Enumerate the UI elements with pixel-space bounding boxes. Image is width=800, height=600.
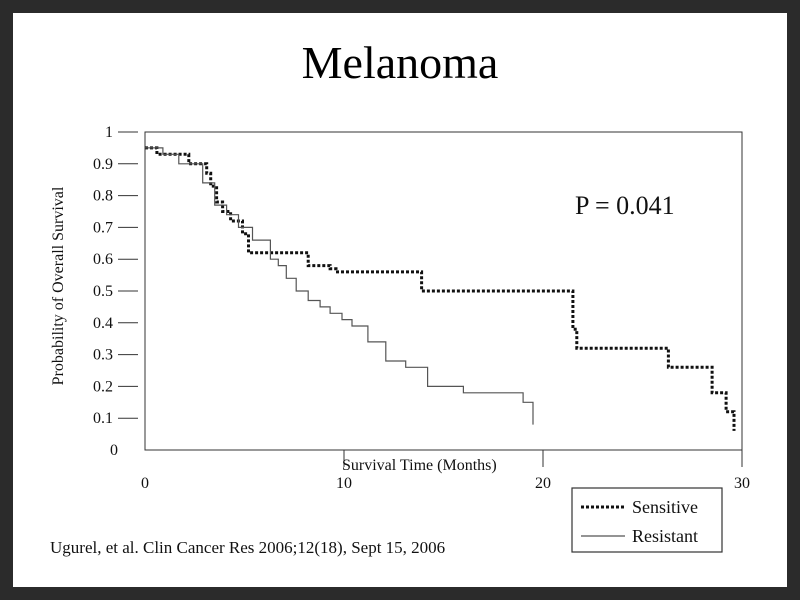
legend-box	[571, 487, 723, 553]
legend-label-sensitive: Sensitive	[632, 497, 698, 517]
y-tick-label: 0.3	[93, 347, 113, 364]
y-tick-label: 0.7	[93, 219, 113, 236]
y-tick-label: 0.6	[93, 251, 113, 268]
y-tick-label: 1	[105, 124, 113, 141]
y-tick-label: 0	[110, 442, 118, 459]
y-tick-label: 0.9	[93, 156, 113, 173]
y-tick-label: 0.1	[93, 410, 113, 427]
y-tick-label: 0.4	[93, 315, 113, 332]
y-ticks: 0 0.1 0.2 0.3 0.4 0.5 0.6 0.7 0.8 0.9 1	[93, 124, 138, 459]
legend-label-resistant: Resistant	[632, 526, 698, 546]
legend: Sensitive Resistant	[571, 487, 723, 553]
curve-sensitive	[145, 146, 736, 431]
y-axis-label: Probability of Overall Survival	[50, 186, 67, 385]
citation: Ugurel, et al. Clin Cancer Res 2006;12(1…	[50, 538, 446, 557]
x-ticks: 0 10 20 30	[141, 450, 750, 492]
survival-curves	[145, 146, 736, 431]
x-axis-label: Survival Time (Months)	[342, 457, 497, 474]
x-tick-label: 30	[734, 475, 750, 492]
y-tick-label: 0.5	[93, 283, 113, 300]
x-tick-label: 0	[141, 475, 149, 492]
x-tick-label: 10	[336, 475, 352, 492]
y-tick-label: 0.8	[93, 188, 113, 205]
curve-resistant	[145, 147, 534, 425]
chart-title: Melanoma	[301, 37, 499, 88]
x-tick-label: 20	[535, 475, 551, 492]
p-value-annotation: P = 0.041	[575, 191, 675, 220]
y-tick-label: 0.2	[93, 378, 113, 395]
